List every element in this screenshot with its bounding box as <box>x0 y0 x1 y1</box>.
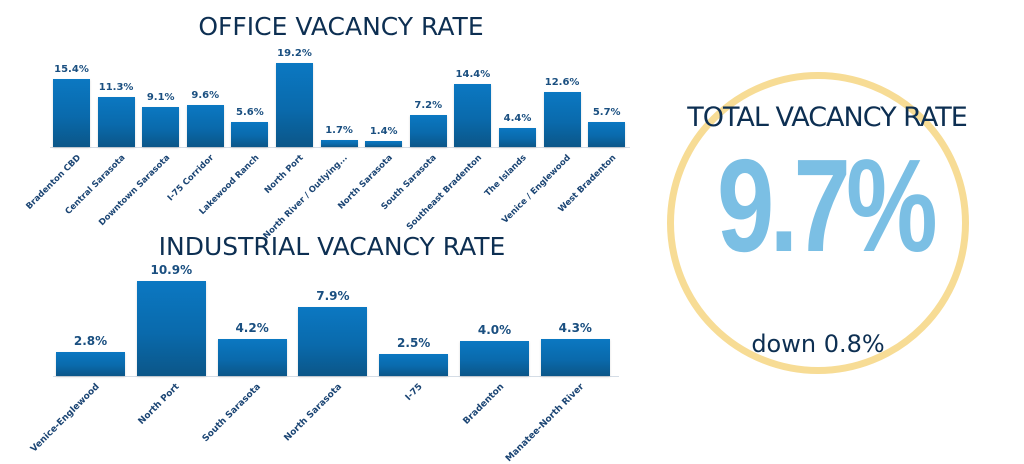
bar <box>460 341 529 376</box>
bar-value-label: 4.4% <box>503 112 532 124</box>
bar-value-label: 2.8% <box>73 333 108 348</box>
bar-value-label: 14.4% <box>455 68 491 80</box>
bar-value-label: 5.7% <box>592 106 621 118</box>
category-label: Southeast Bradenton <box>404 153 484 233</box>
office-chart-title: OFFICE VACANCY RATE <box>198 12 484 41</box>
bar <box>379 354 449 376</box>
category-label: North Sarasota <box>282 382 344 444</box>
bar <box>217 339 287 376</box>
bar-value-label: 10.9% <box>150 263 193 278</box>
category-label: The Islands <box>482 153 529 199</box>
industrial-chart-title: INDUSTRIAL VACANCY RATE <box>158 232 506 261</box>
category-label: North Port <box>136 382 182 427</box>
bar <box>136 281 206 376</box>
bar <box>320 139 358 147</box>
category-label: I-75 Corridor <box>166 153 217 204</box>
bar-value-label: 1.7% <box>325 124 353 136</box>
bar <box>409 115 447 147</box>
bar-value-label: 11.3% <box>98 82 134 94</box>
bar <box>276 62 313 147</box>
bar-value-label: 1.4% <box>369 125 398 137</box>
bar <box>298 307 368 376</box>
bar <box>454 83 492 147</box>
bar <box>231 122 269 147</box>
bar <box>543 91 581 147</box>
bar <box>365 140 403 147</box>
category-label: Manatee-North River <box>504 382 587 464</box>
chart-baseline <box>50 147 630 148</box>
bar-value-label: 4.0% <box>477 323 512 338</box>
category-label: North River / Outlying... <box>261 153 350 242</box>
category-label: Venice-Englewood <box>28 382 102 455</box>
bar <box>56 351 125 376</box>
total-vacancy-value: 9.7% <box>717 132 938 279</box>
bar-value-label: 4.2% <box>235 321 269 336</box>
bar <box>588 121 626 147</box>
bar-value-label: 4.3% <box>558 320 592 335</box>
bar <box>142 106 180 147</box>
bar-value-label: 19.2% <box>277 47 312 59</box>
category-label: South Sarasota <box>200 382 264 445</box>
category-label: Bradenton <box>461 382 506 427</box>
chart-baseline <box>53 376 619 377</box>
bar-value-label: 5.6% <box>236 107 264 119</box>
total-vacancy-circle <box>667 72 969 374</box>
category-label: I-75 <box>403 382 425 403</box>
category-label: North Port <box>262 153 306 196</box>
bar-value-label: 9.6% <box>191 89 220 101</box>
bar <box>53 79 90 147</box>
bar-value-label: 12.6% <box>544 76 580 88</box>
bar <box>499 127 536 147</box>
bar-value-label: 9.1% <box>146 91 175 103</box>
bar <box>186 104 224 147</box>
bar-value-label: 7.2% <box>414 100 443 112</box>
total-vacancy-change: down 0.8% <box>751 330 885 358</box>
bar-value-label: 15.4% <box>54 64 89 76</box>
bar <box>540 338 610 376</box>
bar-value-label: 7.9% <box>316 289 350 304</box>
total-vacancy-title: TOTAL VACANCY RATE <box>687 102 968 133</box>
bar-value-label: 2.5% <box>397 336 431 351</box>
bar <box>97 97 135 147</box>
